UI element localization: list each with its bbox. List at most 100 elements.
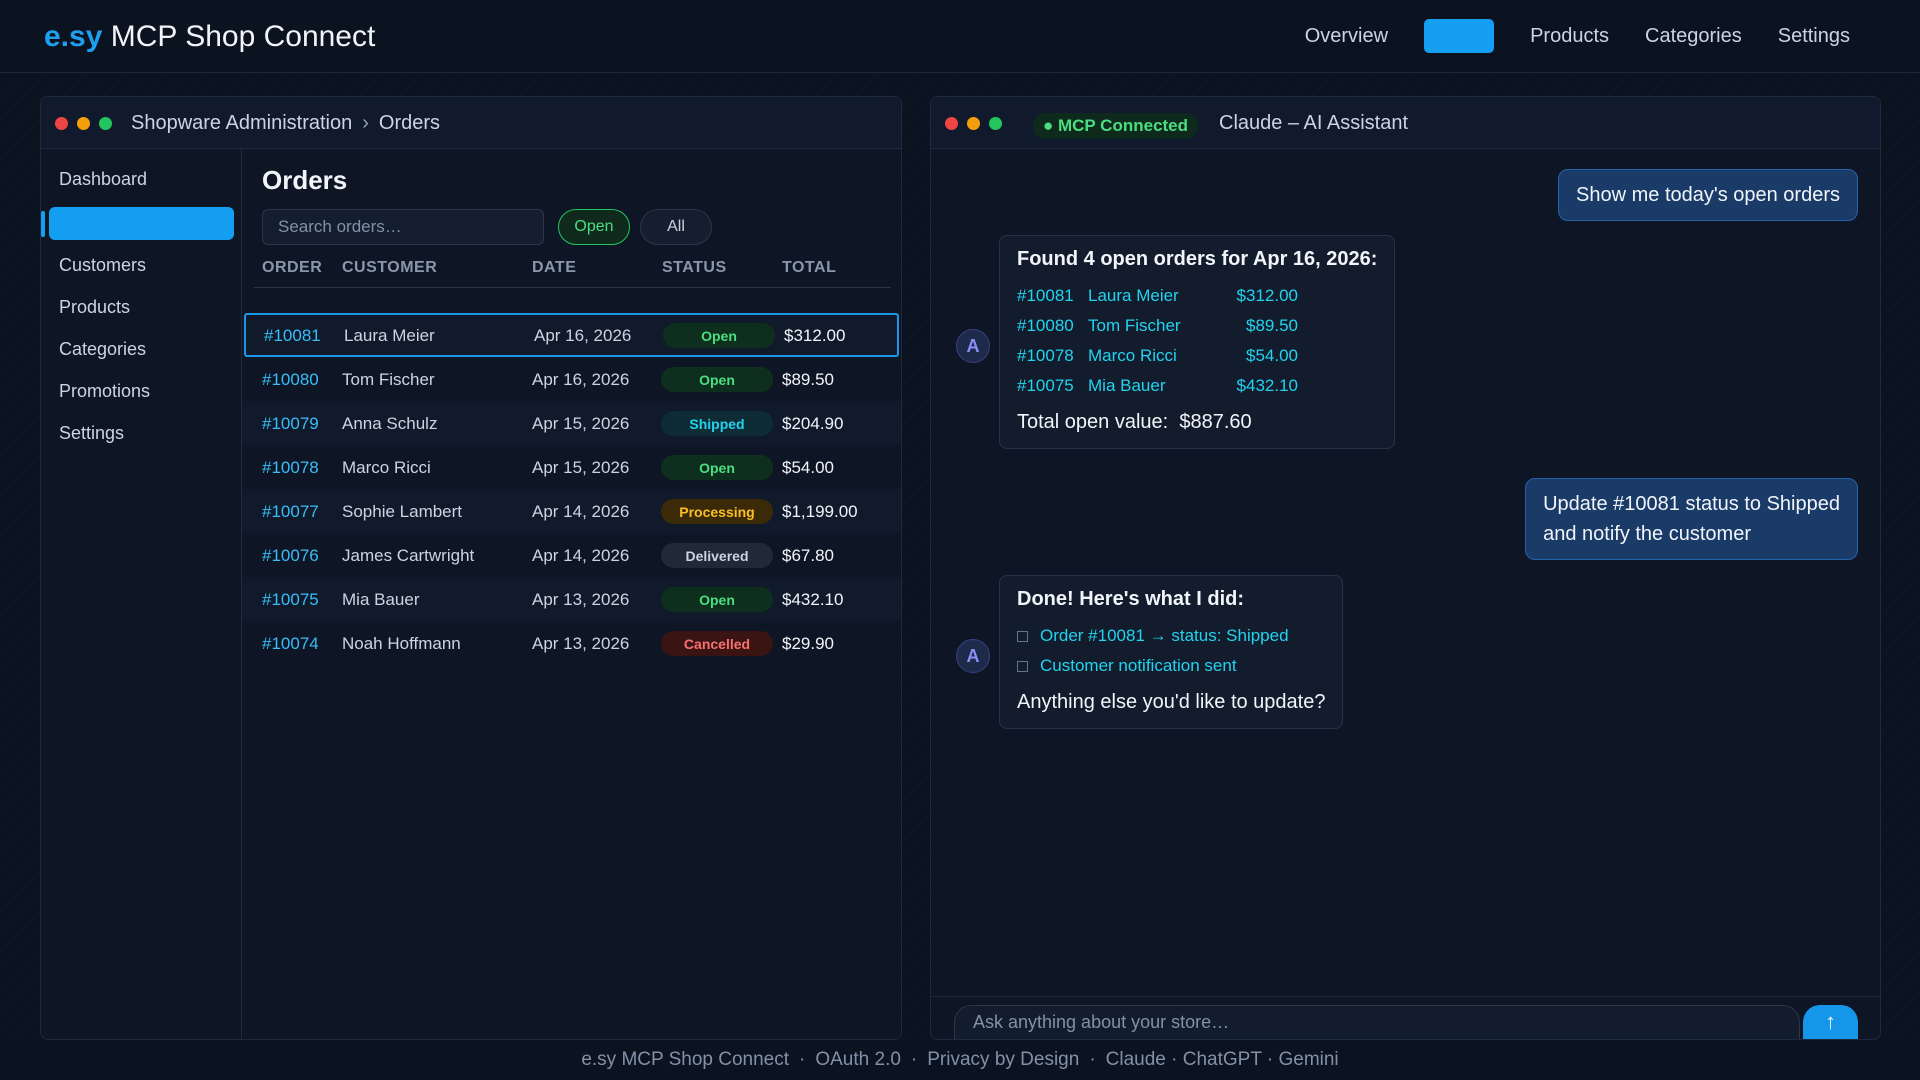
- brand-logo[interactable]: e.sy MCP Shop Connect: [44, 20, 375, 54]
- minimize-dot-icon[interactable]: [967, 117, 980, 130]
- column-header-total[interactable]: TOTAL: [782, 259, 837, 276]
- footer-separator: ·: [799, 1049, 806, 1070]
- footer-separator: ·: [1089, 1049, 1096, 1070]
- user-message-line: Update #10081 status to Shipped: [1543, 493, 1840, 515]
- search-input[interactable]: [262, 209, 544, 245]
- action-step: Order #10081 → status: Shipped: [1017, 621, 1325, 651]
- customer-name: Marco Ricci: [342, 458, 431, 477]
- sidebar-item-settings[interactable]: Settings: [59, 423, 125, 443]
- order-date: Apr 16, 2026: [534, 326, 632, 345]
- customer-name: James Cartwright: [342, 546, 475, 565]
- column-header-status[interactable]: STATUS: [662, 259, 727, 276]
- assistant-order-total: $89.50: [1246, 316, 1298, 335]
- table-row[interactable]: #10078 Marco Ricci Apr 15, 2026 $54.00 Open: [242, 445, 901, 489]
- assistant-order-id: #10075: [1017, 376, 1074, 395]
- order-id-link[interactable]: #10080: [262, 370, 319, 389]
- table-row[interactable]: #10079 Anna Schulz Apr 15, 2026 $204.90 Ship…: [242, 401, 901, 445]
- table-row[interactable]: #10074 Noah Hoffmann Apr 13, 2026 $29.90 Can…: [242, 621, 901, 665]
- maximize-dot-icon[interactable]: [989, 117, 1002, 130]
- close-dot-icon[interactable]: [945, 117, 958, 130]
- assistant-message-heading: Done! Here's what I did:: [1017, 588, 1245, 610]
- assistant-order-total: $312.00: [1236, 286, 1298, 305]
- order-total: $67.80: [782, 546, 834, 565]
- order-id-link[interactable]: #10079: [262, 414, 319, 433]
- close-dot-icon[interactable]: [55, 117, 68, 130]
- sidebar-item-active[interactable]: [49, 207, 234, 240]
- send-button[interactable]: ↑: [1803, 1005, 1858, 1039]
- assistant-avatar: A: [956, 639, 990, 673]
- assistant-avatar: A: [956, 329, 990, 363]
- status-badge: Open: [661, 367, 773, 392]
- customer-name: Mia Bauer: [342, 590, 420, 609]
- table-row[interactable]: #10075 Mia Bauer Apr 13, 2026 $432.10 Open: [242, 577, 901, 621]
- nav-settings[interactable]: Settings: [1777, 24, 1850, 47]
- assistant-order-id: #10078: [1017, 346, 1074, 365]
- assistant-order-customer: Mia Bauer: [1088, 376, 1166, 395]
- nav-overview[interactable]: Overview: [1304, 24, 1389, 47]
- order-id-link[interactable]: #10074: [262, 634, 319, 653]
- order-id-link[interactable]: #10078: [262, 458, 319, 477]
- nav-products[interactable]: Products: [1530, 24, 1610, 47]
- order-total: $54.00: [782, 458, 834, 477]
- window-controls: [945, 117, 1002, 130]
- chat-input[interactable]: [954, 1005, 1800, 1039]
- table-row[interactable]: #10077 Sophie Lambert Apr 14, 2026 $1,199.0…: [242, 489, 901, 533]
- sidebar-item-products[interactable]: Products: [59, 297, 131, 317]
- sidebar-item-promotions[interactable]: Promotions: [59, 381, 151, 401]
- order-date: Apr 16, 2026: [532, 370, 630, 389]
- filter-open-chip[interactable]: Open: [558, 209, 630, 245]
- assistant-order-line: #10081 Laura Meier $312.00: [1017, 281, 1377, 311]
- order-date: Apr 15, 2026: [532, 414, 630, 433]
- table-row[interactable]: #10076 James Cartwright Apr 14, 2026 $67.80…: [242, 533, 901, 577]
- order-id-link[interactable]: #10081: [264, 326, 321, 345]
- assistant-message: Found 4 open orders for Apr 16, 2026: #1…: [999, 235, 1396, 449]
- orders-main: Orders Open All ORDER CUSTOMER DATE STAT…: [242, 149, 901, 1039]
- mcp-status-badge: ● MCP Connected: [1033, 113, 1199, 139]
- sidebar-item-categories[interactable]: Categories: [59, 339, 147, 359]
- status-badge: Open: [663, 323, 775, 348]
- order-id-link[interactable]: #10076: [262, 546, 319, 565]
- shopware-admin-window: Shopware Administration › Orders Dashboa…: [40, 96, 902, 1040]
- action-step: Customer notification sent: [1017, 651, 1325, 681]
- column-header-date[interactable]: DATE: [532, 259, 577, 276]
- table-row[interactable]: #10080 Tom Fischer Apr 16, 2026 $89.50 Open: [242, 357, 901, 401]
- order-id-link[interactable]: #10077: [262, 502, 319, 521]
- column-header-customer[interactable]: CUSTOMER: [342, 259, 438, 276]
- customer-name: Sophie Lambert: [342, 502, 463, 521]
- footer-brand: e.sy MCP Shop Connect: [581, 1049, 790, 1070]
- sidebar-item-customers[interactable]: Customers: [59, 255, 147, 275]
- maximize-dot-icon[interactable]: [99, 117, 112, 130]
- assistant-order-id: #10080: [1017, 316, 1074, 335]
- order-total: $1,199.00: [782, 502, 858, 521]
- user-message: Show me today's open orders: [1558, 169, 1858, 221]
- main-nav: Overview Products Categories Settings: [1305, 19, 1850, 53]
- nav-categories[interactable]: Categories: [1645, 24, 1742, 47]
- assistant-order-line: #10078 Marco Ricci $54.00: [1017, 341, 1377, 371]
- order-id-link[interactable]: #10075: [262, 590, 319, 609]
- assistant-message-heading: Found 4 open orders for Apr 16, 2026:: [1017, 248, 1378, 270]
- order-total: $312.00: [784, 326, 846, 345]
- assistant-message: Done! Here's what I did: Order #10081 → …: [999, 575, 1344, 729]
- footer: e.sy MCP Shop Connect · OAuth 2.0 · Priv…: [0, 1040, 1920, 1080]
- window-controls: [55, 117, 112, 130]
- order-date: Apr 13, 2026: [532, 634, 630, 653]
- user-message: Update #10081 status to Shipped and noti…: [1525, 478, 1858, 560]
- minimize-dot-icon[interactable]: [77, 117, 90, 130]
- checkbox-icon: [1017, 660, 1028, 672]
- page-title: Orders: [262, 165, 348, 195]
- assistant-window: ● MCP Connected Claude – AI Assistant Sh…: [930, 96, 1881, 1040]
- breadcrumb-current: Orders: [378, 112, 441, 134]
- sidebar-item-dashboard[interactable]: Dashboard: [59, 169, 148, 189]
- action-step-text: Order #10081 → status: Shipped: [1040, 626, 1289, 645]
- column-header-order[interactable]: ORDER: [262, 259, 323, 276]
- footer-privacy: Privacy by Design: [927, 1049, 1080, 1070]
- assistant-followup: Anything else you'd like to update?: [1017, 691, 1326, 713]
- breadcrumb-root[interactable]: Shopware Administration: [131, 112, 353, 134]
- table-row[interactable]: #10081 Laura Meier Apr 16, 2026 $312.00 Open: [244, 313, 899, 357]
- nav-active-item[interactable]: [1424, 19, 1495, 53]
- assistant-total: Total open value: $887.60: [1017, 411, 1377, 434]
- admin-sidebar: Dashboard Customers Products Categories …: [41, 149, 242, 1039]
- customer-name: Tom Fischer: [342, 370, 435, 389]
- assistant-order-id: #10081: [1017, 286, 1074, 305]
- filter-all-chip[interactable]: All: [640, 209, 712, 245]
